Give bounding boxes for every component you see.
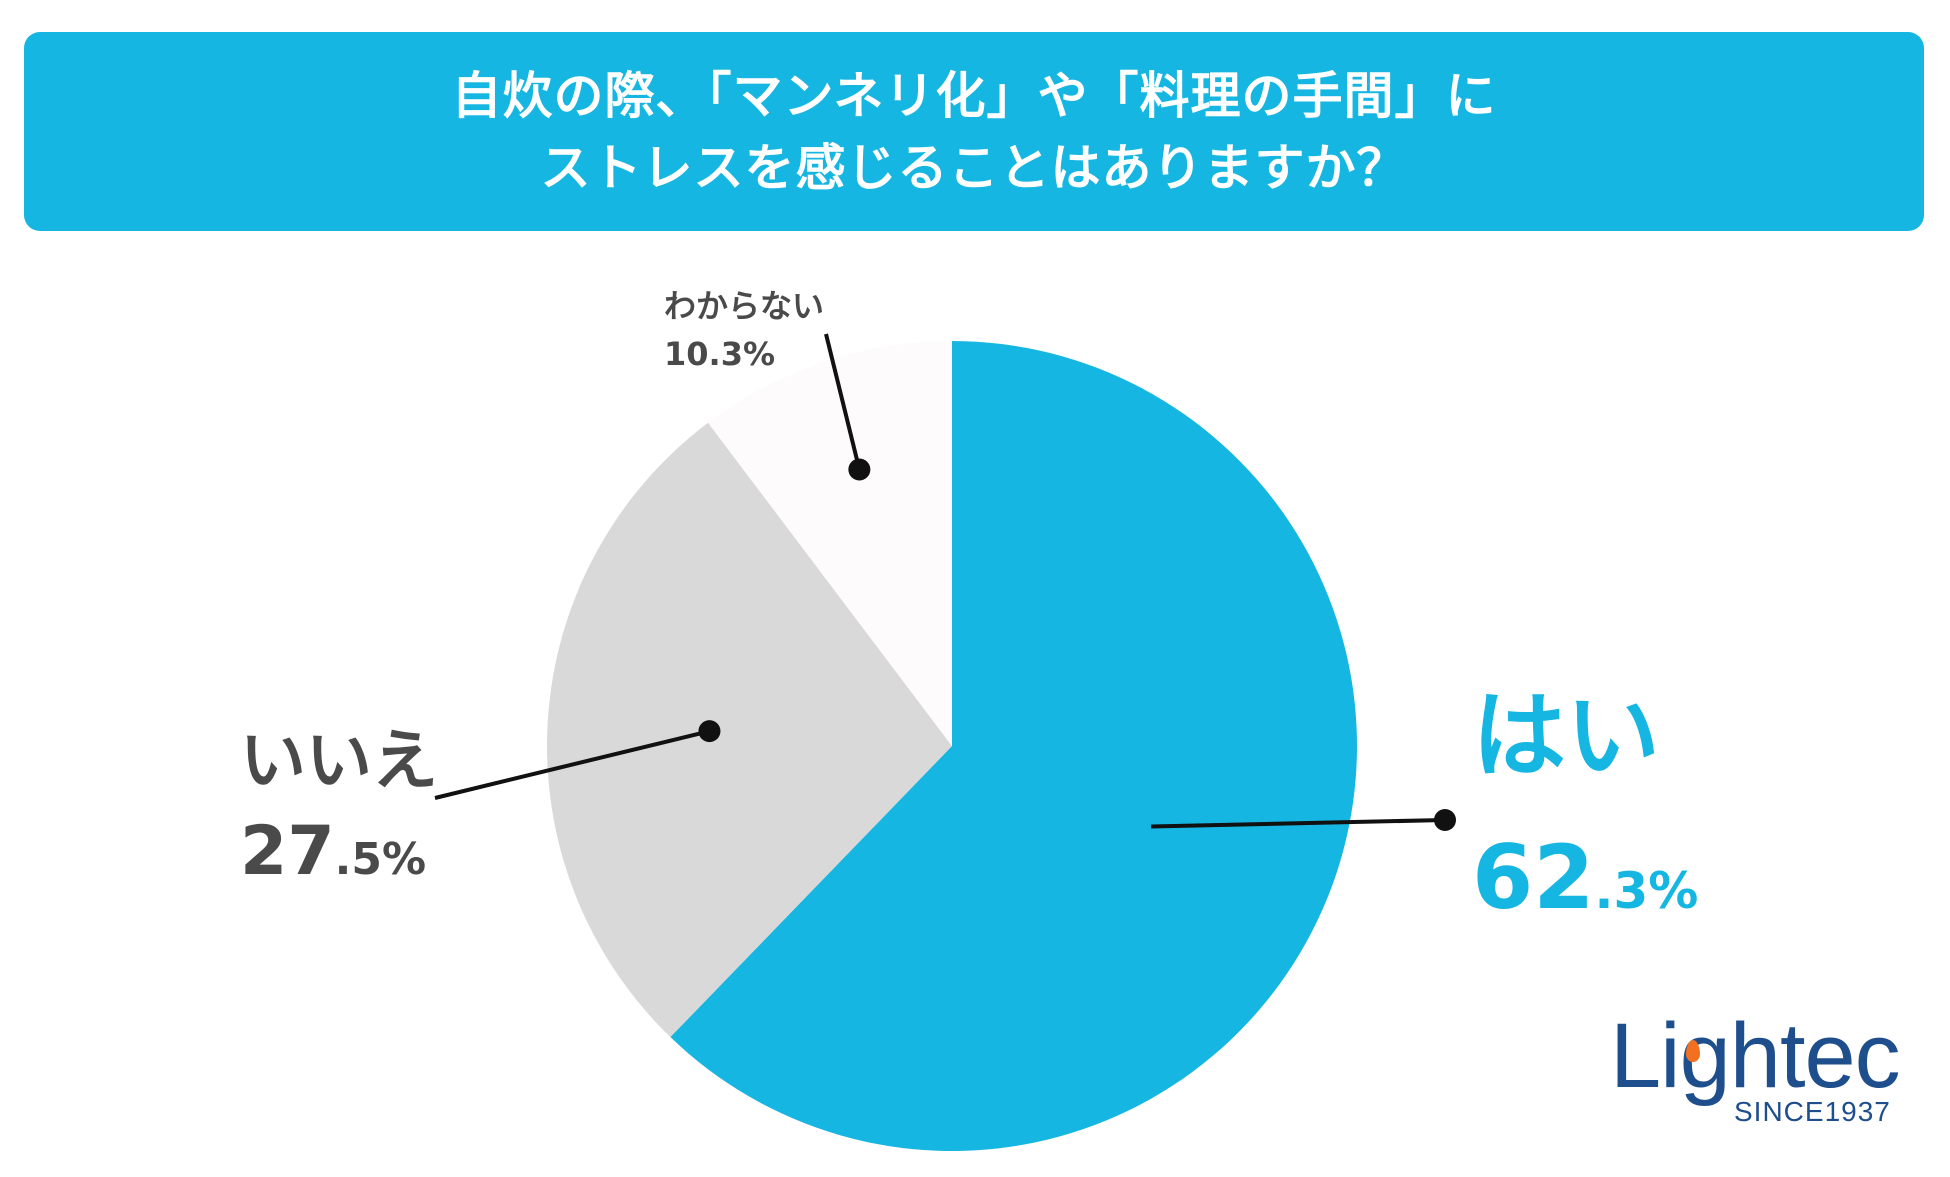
slice-label-yes: はい <box>1472 682 1661 791</box>
slice-value-yes-dec: .3% <box>1594 862 1699 920</box>
slice-label-no: いいえ <box>240 722 438 799</box>
pie-slice-no <box>546 422 952 1038</box>
flame-icon <box>1686 1040 1700 1062</box>
slice-value-no: 27.5% <box>240 818 426 886</box>
lightec-logo: Lightec SINCE1937 <box>1610 1005 1910 1126</box>
slice-unknown-leader-line <box>824 333 862 470</box>
pie-slice-yes <box>670 341 1358 1151</box>
pie-slice-unknown <box>708 341 952 746</box>
chart-title-line-2: ストレスを感じることはありますか？ <box>540 138 1408 197</box>
slice-value-no-dec: .5% <box>334 834 427 885</box>
slice-yes-leader-dot <box>1434 809 1456 831</box>
slice-label-unknown: わからない <box>664 287 825 325</box>
slice-value-yes: 62.3% <box>1472 834 1698 922</box>
slice-no-leader-line <box>434 729 710 800</box>
chart-title-line-1: 自炊の際、「マンネリ化」や「料理の手間」に <box>451 66 1497 125</box>
slice-value-no-int: 27 <box>240 812 335 891</box>
slice-no-leader-dot <box>698 720 721 743</box>
title-banner: 自炊の際、「マンネリ化」や「料理の手間」に ストレスを感じることはありますか？ <box>24 32 1924 231</box>
slice-value-yes-int: 62 <box>1472 826 1595 929</box>
slice-value-unknown: 10.3% <box>664 335 776 373</box>
logo-wordmark: Lightec <box>1610 1005 1901 1107</box>
logo-tagline: SINCE1937 <box>1734 1096 1891 1127</box>
slice-unknown-leader-dot <box>848 458 871 481</box>
slice-yes-leader-line <box>1150 818 1446 829</box>
